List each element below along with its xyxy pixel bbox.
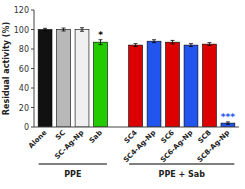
error-cap xyxy=(80,27,84,28)
error-bar xyxy=(152,40,156,43)
error-cap xyxy=(43,30,47,31)
y-tick-label: 40 xyxy=(19,84,29,93)
error-cap xyxy=(80,31,84,32)
error-line xyxy=(82,28,83,32)
error-cap xyxy=(152,39,156,40)
group-label: PPE xyxy=(64,170,81,179)
error-cap xyxy=(62,30,66,31)
y-tick-label: 100 xyxy=(14,26,29,35)
bars xyxy=(38,28,235,127)
error-line xyxy=(63,28,64,31)
x-axis-line xyxy=(34,127,239,128)
x-tick-label: Alone xyxy=(27,129,49,151)
x-tick-label: SC8-Ag-Np xyxy=(196,129,231,164)
error-bar xyxy=(62,28,66,31)
y-tick-label: 20 xyxy=(19,104,29,113)
group-label: PPE + Sab xyxy=(159,170,206,179)
y-axis-line xyxy=(34,10,35,127)
error-bar xyxy=(134,44,138,47)
error-line xyxy=(209,43,210,46)
bar xyxy=(38,30,52,128)
error-line xyxy=(100,40,101,45)
error-cap xyxy=(62,28,66,29)
significance-marker: * xyxy=(98,30,103,40)
error-cap xyxy=(134,43,138,44)
error-cap xyxy=(189,43,193,44)
error-bar xyxy=(43,28,47,30)
error-bar xyxy=(171,40,175,44)
x-tick-label: SC-Ag-Np xyxy=(53,129,85,161)
error-cap xyxy=(98,44,102,45)
y-axis-label: Residual activity (%) xyxy=(2,22,11,115)
error-bar xyxy=(98,40,102,45)
error-bar xyxy=(80,28,84,32)
bar xyxy=(75,30,89,128)
x-axis: AloneSCSC-Ag-NpSabSC4SC4-Ag-NpSC6SC6-Ag-… xyxy=(27,129,231,165)
error-bar xyxy=(226,122,230,124)
error-cap xyxy=(207,42,211,43)
x-tick-label: SC4-Ag-Np xyxy=(122,129,157,164)
error-line xyxy=(190,44,191,47)
error-cap xyxy=(171,43,175,44)
chart: 0 20 40 60 80 100 120Residual activity (%) Alon… xyxy=(0,0,245,189)
significance-marker: *** xyxy=(221,112,235,122)
group-bracket xyxy=(39,164,107,165)
error-cap xyxy=(226,124,230,125)
group-bracket xyxy=(129,164,234,165)
y-tick-label: 80 xyxy=(19,45,29,54)
error-bar xyxy=(189,44,193,47)
y-tick-label: 60 xyxy=(19,65,29,74)
bar xyxy=(166,42,180,127)
bar xyxy=(184,45,198,127)
y-tick-label: 120 xyxy=(14,6,29,15)
bar xyxy=(94,42,108,127)
error-line xyxy=(135,44,136,47)
error-cap xyxy=(171,40,175,41)
error-line xyxy=(154,40,155,43)
bar xyxy=(203,44,217,127)
x-tick-label: SC xyxy=(54,129,67,142)
error-cap xyxy=(189,46,193,47)
error-line xyxy=(172,40,173,44)
x-tick-label: SC6-Ag-Np xyxy=(159,129,194,164)
y-tick-label: 0 xyxy=(24,123,29,132)
x-tick-label: Sab xyxy=(88,129,104,145)
bar xyxy=(147,41,161,127)
error-cap xyxy=(152,42,156,43)
bar xyxy=(57,30,71,128)
bar xyxy=(129,45,143,127)
error-cap xyxy=(207,45,211,46)
error-bar xyxy=(207,43,211,46)
y-axis: 0 20 40 60 80 100 120Residual activity (%) xyxy=(2,6,34,132)
error-cap xyxy=(134,46,138,47)
error-cap xyxy=(43,28,47,29)
